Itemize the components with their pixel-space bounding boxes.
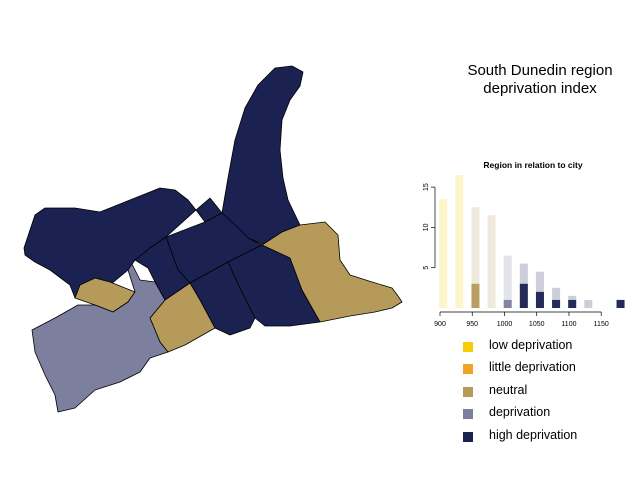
histogram-bar [535,271,544,308]
legend-item-low: low deprivation [460,338,630,354]
region-northeast-area [261,221,403,323]
map-title-line2: deprivation index [483,80,597,97]
x-tick-label: 1100 [561,321,576,328]
deprivation-map [23,65,403,413]
legend-swatch-little [463,364,473,374]
map-title-line1: South Dunedin region [467,62,613,79]
legend-swatch-deprivation [463,409,473,419]
chart-title: Region in relation to city [483,160,582,170]
histogram-bar [503,255,512,308]
legend-label-low: low deprivation [489,338,573,352]
legend-label-neutral: neutral [489,383,528,397]
legend-item-little: little deprivation [460,360,630,376]
region-southwest-area [31,263,169,413]
x-tick-label: 1050 [529,321,545,328]
legend-item-neutral: neutral [460,383,630,399]
y-tick-label: 5 [423,266,430,270]
legend-label-little: little deprivation [489,360,576,374]
histogram-bar-region [519,283,528,308]
x-tick-label: 1000 [497,321,513,328]
histogram-bar-region [552,299,561,308]
histogram-bars [439,175,625,308]
histogram-bar [584,299,593,308]
y-tick-label: 15 [423,183,430,191]
histogram-bar-region [568,299,577,308]
histogram-bar [552,287,561,308]
x-tick-label: 1150 [594,321,609,328]
histogram-bar [439,199,448,308]
histogram-bar-region [616,299,625,308]
x-axis: 900 950 1000 1050 1100 1150 [434,311,609,328]
histogram-bar-region [535,291,544,308]
legend-item-deprivation: deprivation [460,405,630,421]
legend-swatch-high [463,432,473,442]
x-tick-label: 900 [434,321,446,328]
histogram-bar [471,207,480,308]
legend-item-high: high deprivation [460,428,630,444]
legend-swatch-low [463,342,473,352]
histogram-bar [455,175,464,308]
histogram-bar [487,215,496,308]
histogram-chart: Region in relation to city 5 10 15 900 950 1… [423,160,625,328]
legend-label-deprivation: deprivation [489,405,551,419]
legend-label-high: high deprivation [489,428,578,442]
histogram-bar-region [503,299,512,308]
x-tick-label: 950 [466,321,478,328]
y-tick-label: 10 [423,223,430,231]
region-north-harbour-area [221,65,304,246]
histogram-bar-region [471,283,480,308]
map-title: South Dunedin region deprivation index [440,62,640,98]
y-axis: 5 10 15 [423,183,436,270]
legend-swatch-neutral [463,387,473,397]
